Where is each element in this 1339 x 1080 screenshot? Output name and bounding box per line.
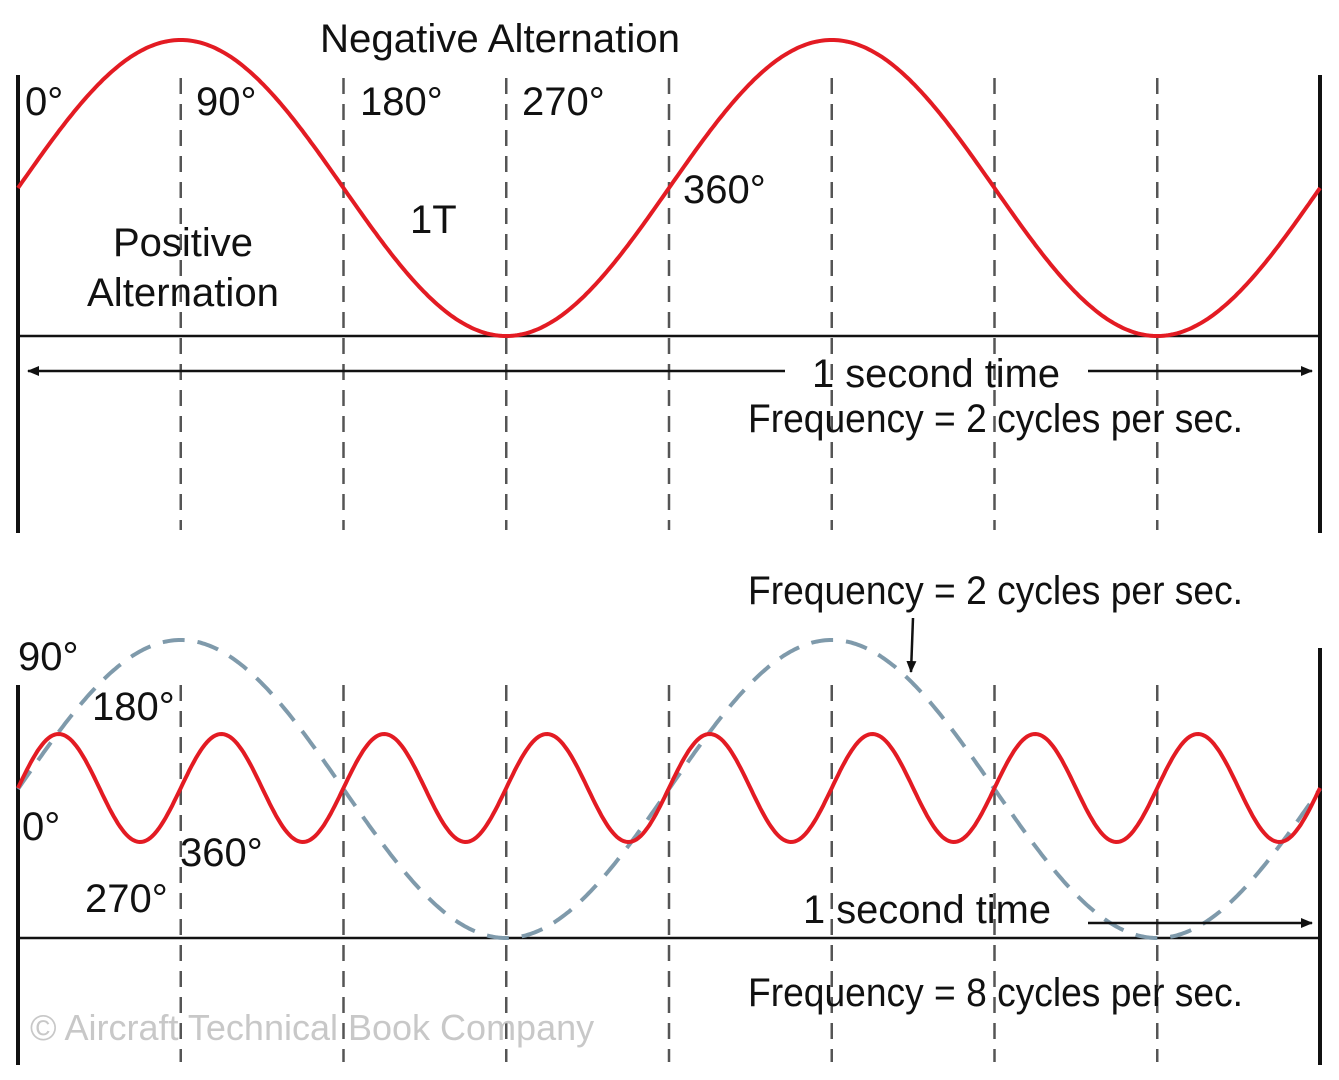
top-deg-270: 270° <box>522 80 605 124</box>
bottom-deg-360: 360° <box>180 831 263 875</box>
top-frequency-label: Frequency = 2 cycles per sec. <box>748 397 1243 441</box>
top-grid-lines <box>179 78 1159 530</box>
frequency-pointer-arrow <box>906 617 917 673</box>
bottom-fast-sine-wave <box>16 731 1322 845</box>
bottom-grid-lines <box>179 685 1159 1062</box>
bottom-deg-180: 180° <box>92 685 175 729</box>
positive-alternation-line2: Alternation <box>87 271 279 315</box>
bottom-frequency-label: Frequency = 8 cycles per sec. <box>748 971 1243 1015</box>
positive-alternation-line1: Positive <box>113 221 253 265</box>
top-deg-90: 90° <box>196 80 257 124</box>
top-deg-0: 0° <box>25 80 63 124</box>
top-deg-360: 360° <box>683 168 766 212</box>
bottom-deg-0: 0° <box>22 805 60 849</box>
period-label: 1T <box>410 198 457 242</box>
top-time-label: 1 second time <box>812 352 1060 396</box>
negative-alternation-label: Negative Alternation <box>320 17 680 61</box>
bottom-deg-90: 90° <box>18 635 79 679</box>
top-sine-wave <box>16 38 1322 338</box>
bottom-time-label: 1 second time <box>803 888 1051 932</box>
top-deg-180: 180° <box>360 80 443 124</box>
bottom-deg-270: 270° <box>85 877 168 921</box>
watermark: © Aircraft Technical Book Company <box>30 1007 594 1048</box>
bottom-slow-frequency-label: Frequency = 2 cycles per sec. <box>748 569 1243 613</box>
